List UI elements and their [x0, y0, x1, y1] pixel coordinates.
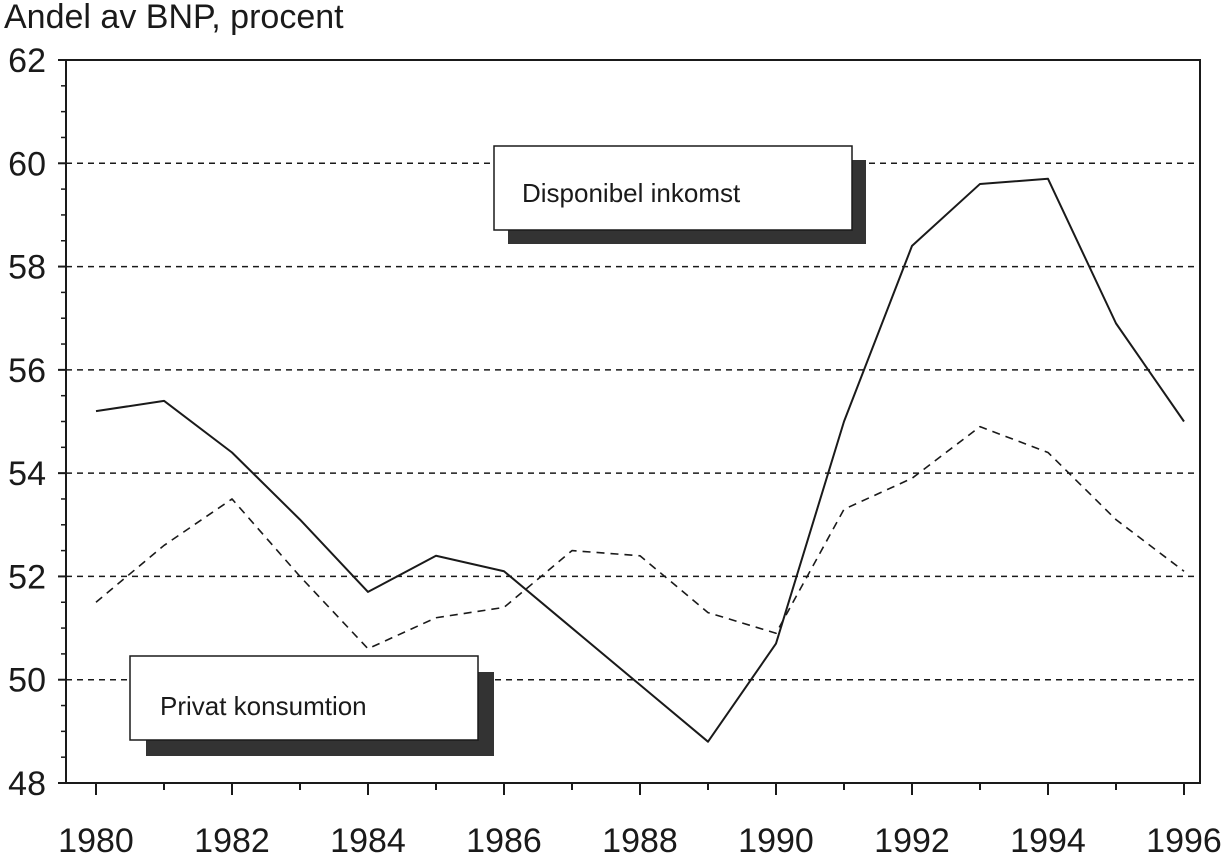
x-tick-label: 1982 [194, 822, 270, 859]
legend-label-privat-konsumtion: Privat konsumtion [160, 691, 367, 721]
x-tick-label: 1984 [330, 822, 406, 859]
y-tick-label: 56 [8, 352, 46, 390]
series-lines [95, 177, 1185, 743]
y-tick-label: 58 [8, 249, 46, 287]
y-tick-label: 52 [8, 558, 46, 596]
x-tick-label: 1994 [1010, 822, 1086, 859]
legend-box [493, 145, 853, 231]
series-line-disponibel-inkomst [95, 177, 1185, 743]
x-axis-ticks: 1980 1982 1984 1986 1988 1990 1992 1994 1996 [58, 783, 1222, 859]
legend-privat-konsumtion: Privat konsumtion [129, 655, 494, 756]
x-tick-label: 1980 [58, 822, 134, 859]
y-tick-label: 62 [8, 42, 46, 80]
series-line-privat-konsumtion [95, 425, 1185, 650]
legend-box [129, 655, 479, 741]
y-tick-label: 54 [8, 455, 46, 493]
y-tick-label: 50 [8, 662, 46, 700]
y-axis-ticks: 62 60 58 56 54 52 50 48 [8, 42, 66, 803]
x-tick-label: 1996 [1146, 822, 1222, 859]
legend-disponibel-inkomst: Disponibel inkomst [493, 145, 866, 244]
x-tick-label: 1992 [874, 822, 950, 859]
x-tick-label: 1986 [466, 822, 542, 859]
x-tick-label: 1990 [738, 822, 814, 859]
y-tick-label: 48 [8, 765, 46, 803]
y-tick-label: 60 [8, 145, 46, 183]
x-tick-label: 1988 [602, 822, 678, 859]
legend-label-disponibel-inkomst: Disponibel inkomst [522, 178, 741, 208]
y-axis-label: Andel av BNP, procent [4, 0, 344, 36]
